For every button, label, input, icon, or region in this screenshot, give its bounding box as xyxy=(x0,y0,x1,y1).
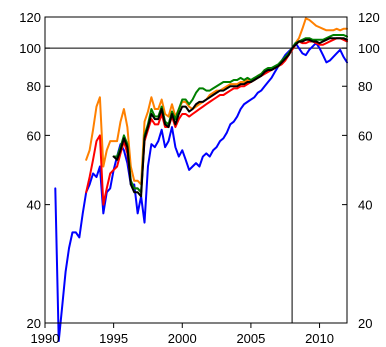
series-line-5 xyxy=(112,37,348,198)
y-tick-label-left: 80 xyxy=(27,79,41,94)
y-tick-label-right: 20 xyxy=(358,316,372,331)
x-tick-label: 1990 xyxy=(31,331,60,346)
y-tick-label-right: 80 xyxy=(358,79,372,94)
right-axis: 20 40 60 80 100 120 xyxy=(342,10,380,331)
x-tick-label: 2005 xyxy=(236,331,265,346)
y-tick-label-left: 20 xyxy=(27,316,41,331)
x-tick-label: 2000 xyxy=(168,331,197,346)
y-tick-label-left: 120 xyxy=(19,10,41,25)
series-layer xyxy=(54,17,348,342)
y-tick-label-left: 60 xyxy=(27,128,41,143)
left-axis: 20 40 60 80 100 120 xyxy=(19,10,50,331)
x-tick-label: 2010 xyxy=(305,331,334,346)
reference-lines xyxy=(45,17,347,323)
series-line-2 xyxy=(85,17,348,186)
y-tick-label-right: 60 xyxy=(358,128,372,143)
plot-frame xyxy=(44,16,348,324)
x-tick-label: 1995 xyxy=(99,331,128,346)
y-tick-label-right: 100 xyxy=(358,41,380,56)
series-line-1 xyxy=(54,42,348,342)
bottom-axis: 1990 1995 2000 2005 2010 xyxy=(31,323,334,346)
y-tick-label-left: 100 xyxy=(19,41,41,56)
y-tick-label-left: 40 xyxy=(27,198,41,213)
y-tick-label-right: 40 xyxy=(358,198,372,213)
series-line-4 xyxy=(112,33,348,194)
y-tick-label-right: 120 xyxy=(358,10,380,25)
